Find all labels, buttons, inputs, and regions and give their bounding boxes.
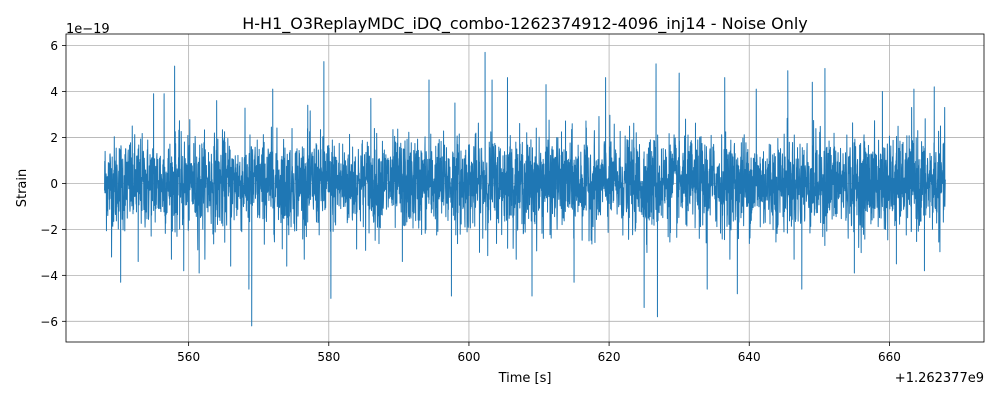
x-tick-label: 640 [738, 350, 761, 364]
y-tick-label: 6 [50, 39, 58, 53]
x-tick-label: 600 [457, 350, 480, 364]
y-tick-label: −4 [40, 269, 58, 283]
chart-title: H-H1_O3ReplayMDC_iDQ_combo-1262374912-40… [242, 14, 808, 34]
x-tick-label: 580 [317, 350, 340, 364]
y-tick-label: 2 [50, 131, 58, 145]
plot-frame [65, 33, 985, 343]
strain-series-line [104, 51, 946, 327]
x-axis-ticks: 560 580 600 620 640 660 [177, 342, 901, 364]
x-offset-label: +1.262377e9 [895, 371, 984, 386]
y-tick-label: 4 [50, 85, 58, 99]
x-tick-label: 620 [598, 350, 621, 364]
y-scale-label: 1e−19 [66, 22, 110, 37]
y-tick-label: −6 [40, 315, 58, 329]
y-axis-ticks: −6 −4 −2 0 2 4 6 [40, 39, 66, 329]
x-tick-label: 560 [177, 350, 200, 364]
series-group [104, 51, 946, 327]
y-tick-label: −2 [40, 223, 58, 237]
x-axis-label: Time [s] [498, 371, 552, 386]
y-tick-label: 0 [50, 177, 58, 191]
y-axis-label: Strain [15, 169, 30, 208]
x-tick-label: 660 [878, 350, 901, 364]
